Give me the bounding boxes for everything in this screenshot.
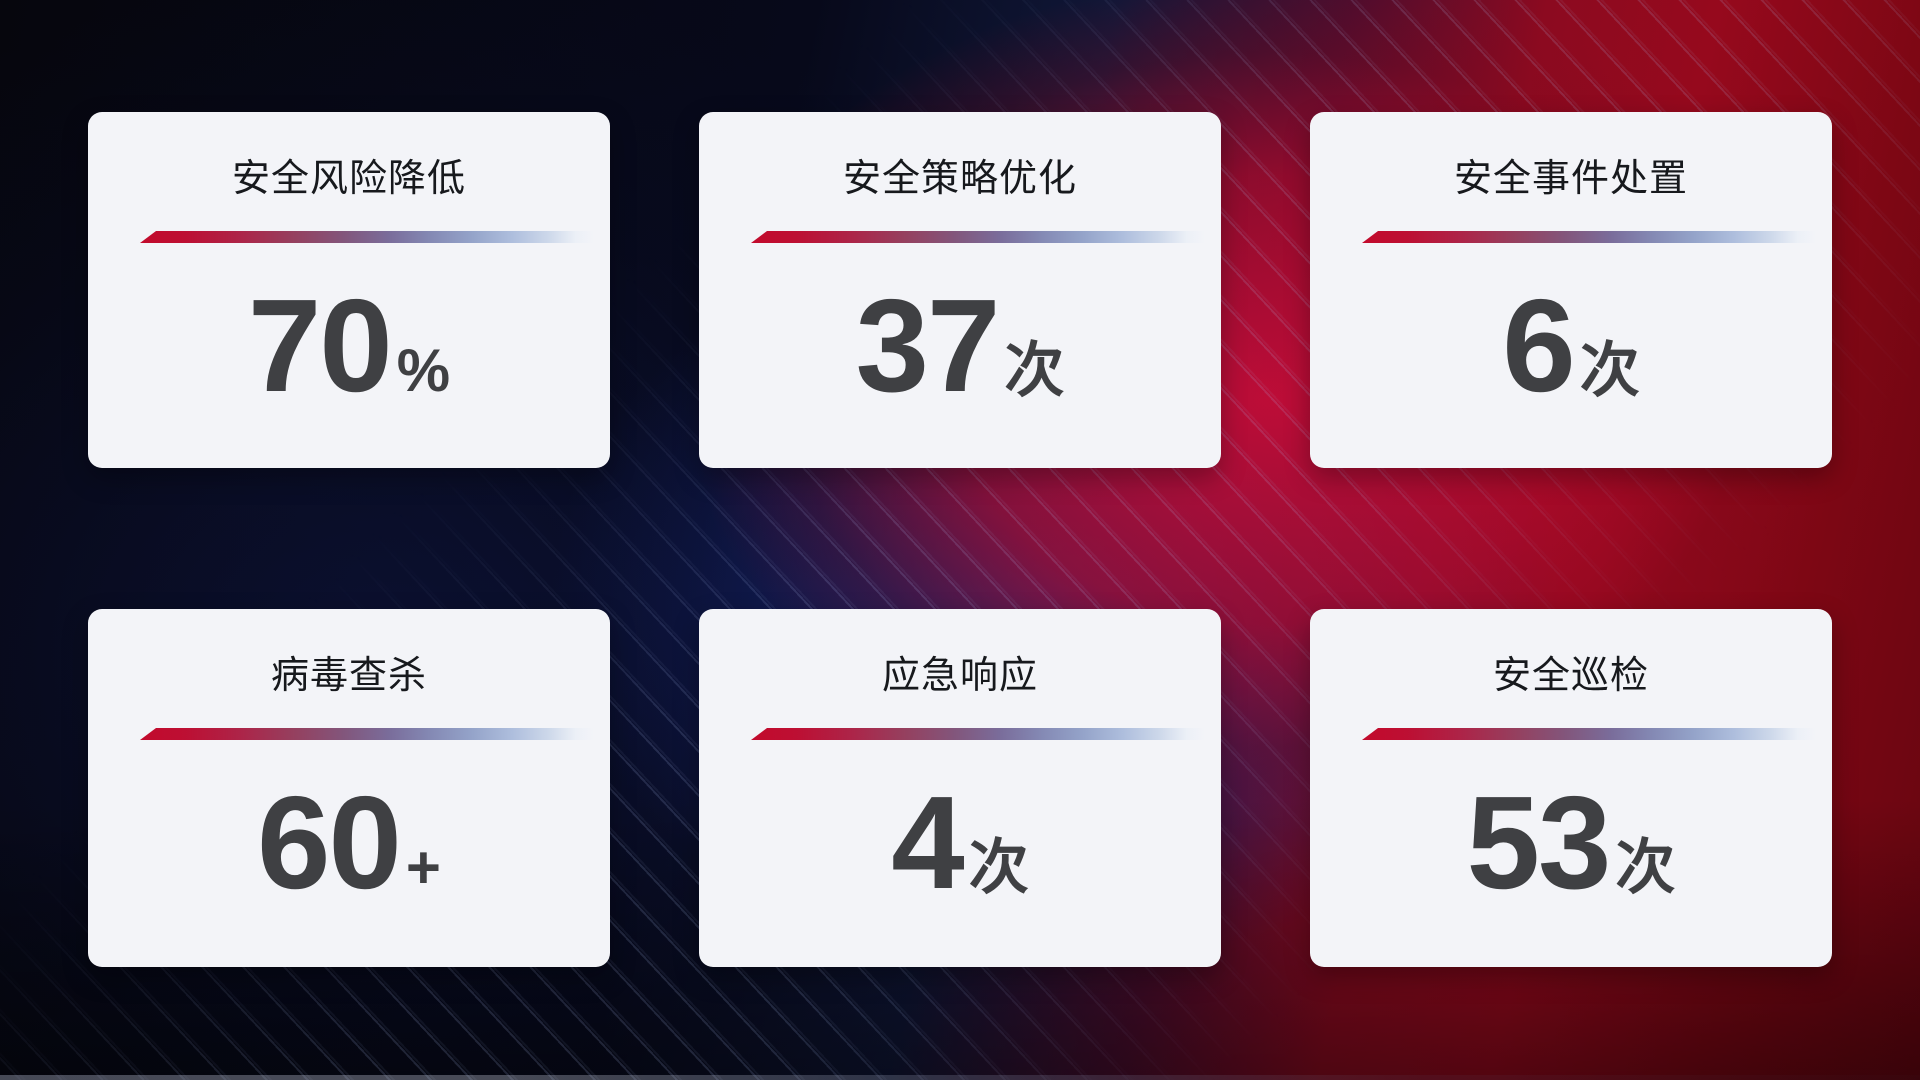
- stat-card-emergency-response: 应急响应 4 次: [699, 609, 1221, 967]
- stat-value: 37: [855, 272, 1001, 419]
- stat-card-security-inspection: 安全巡检 53 次: [1310, 609, 1832, 967]
- stat-card-title: 安全风险降低: [231, 158, 466, 200]
- stat-card-policy-optimization: 安全策略优化 37 次: [699, 112, 1221, 468]
- gradient-divider: [140, 231, 594, 243]
- stat-unit: 次: [1004, 337, 1065, 404]
- stat-value-row: 60 +: [257, 777, 441, 909]
- stat-value-row: 37 次: [856, 280, 1065, 412]
- stat-card-incident-handling: 安全事件处置 6 次: [1310, 112, 1832, 468]
- stat-card-virus-scan: 病毒查杀 60 +: [88, 609, 610, 967]
- stat-unit: 次: [1615, 834, 1676, 901]
- stat-unit: 次: [1579, 337, 1640, 404]
- stat-card-title: 安全策略优化: [842, 158, 1077, 200]
- stat-card-title: 安全巡检: [1492, 655, 1649, 697]
- stats-grid: 安全风险降低 70 % 安全策略优化 37 次 安全事件处置 6 次 病毒查: [88, 112, 1832, 967]
- gradient-divider: [1362, 728, 1816, 740]
- stat-unit: %: [396, 337, 451, 404]
- stat-value-row: 4 次: [891, 777, 1028, 909]
- stat-value: 53: [1466, 769, 1612, 916]
- gradient-divider: [1362, 231, 1816, 243]
- stat-value: 4: [891, 769, 964, 916]
- stat-value-row: 70 %: [248, 280, 450, 412]
- gradient-divider: [751, 728, 1205, 740]
- stat-value-row: 53 次: [1467, 777, 1676, 909]
- bottom-edge-glow: [0, 1075, 1920, 1080]
- stat-card-title: 病毒查杀: [270, 655, 427, 697]
- stat-card-title: 应急响应: [881, 655, 1038, 697]
- stat-value: 70: [247, 272, 393, 419]
- stat-value-row: 6 次: [1502, 280, 1639, 412]
- stat-unit: +: [405, 834, 441, 901]
- gradient-divider: [751, 231, 1205, 243]
- stat-value: 60: [257, 769, 402, 916]
- stat-card-title: 安全事件处置: [1453, 158, 1688, 200]
- stat-value: 6: [1502, 272, 1575, 419]
- gradient-divider: [140, 728, 594, 740]
- stat-unit: 次: [968, 834, 1029, 901]
- stat-card-risk-reduction: 安全风险降低 70 %: [88, 112, 610, 468]
